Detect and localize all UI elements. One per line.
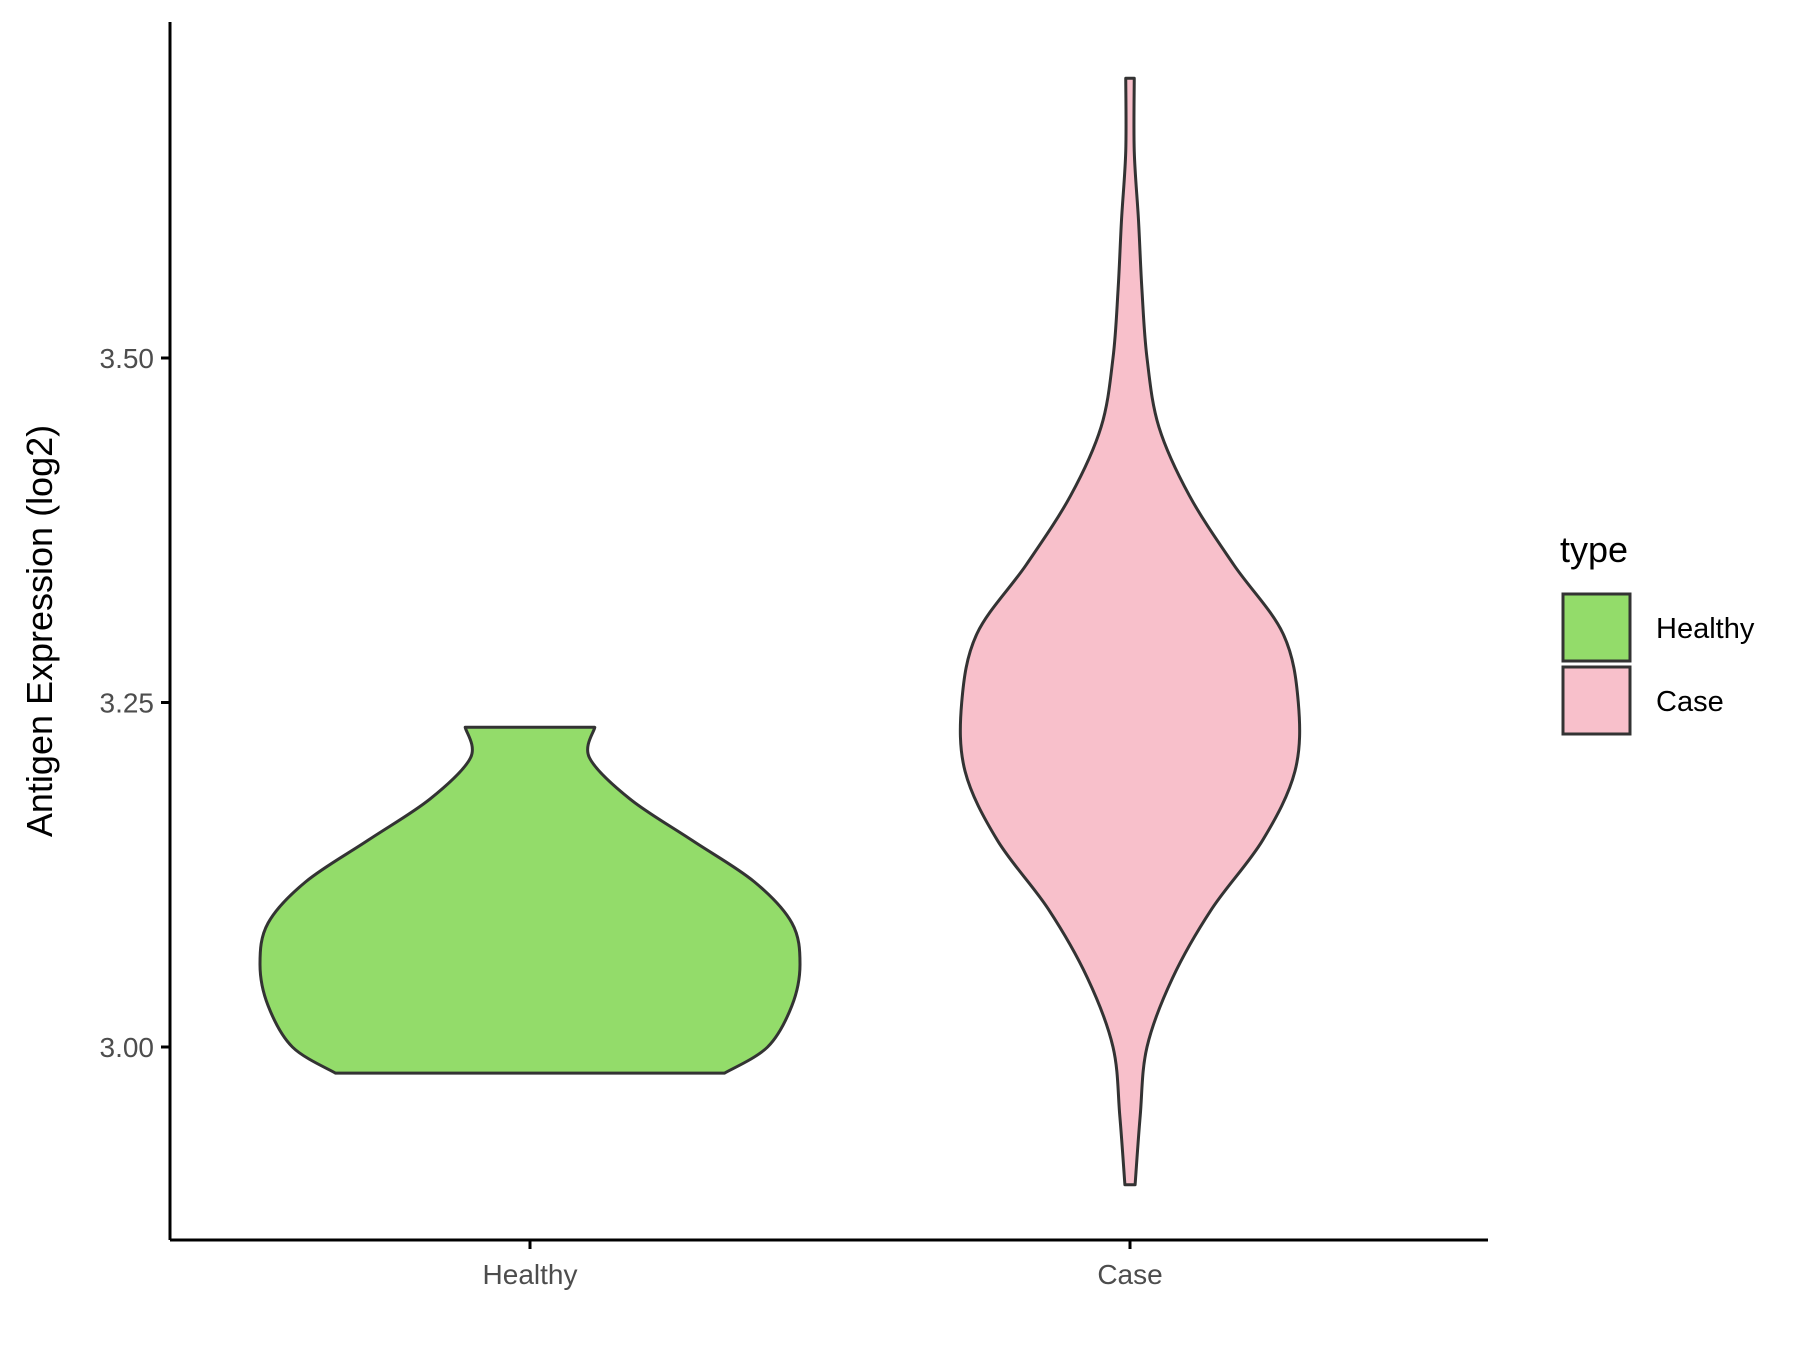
violin-healthy xyxy=(258,725,802,1075)
y-tick-label: 3.25 xyxy=(100,688,155,719)
violin-case xyxy=(958,76,1302,1187)
x-tick-label: Case xyxy=(1097,1259,1162,1290)
legend: type Healthy Case xyxy=(1560,529,1755,736)
y-axis-title: Antigen Expression (log2) xyxy=(19,425,60,837)
axes-layer: 3.00 3.25 3.50 Healthy Case xyxy=(100,22,1488,1290)
legend-label-healthy: Healthy xyxy=(1656,613,1755,645)
legend-swatch-healthy xyxy=(1561,592,1632,663)
violins-layer xyxy=(258,76,1302,1187)
legend-label-case: Case xyxy=(1656,686,1724,718)
legend-swatch-case xyxy=(1561,665,1632,736)
y-tick-label: 3.00 xyxy=(100,1032,155,1063)
x-tick-label: Healthy xyxy=(483,1259,578,1290)
y-tick-label: 3.50 xyxy=(100,343,155,374)
legend-title: type xyxy=(1560,529,1628,570)
